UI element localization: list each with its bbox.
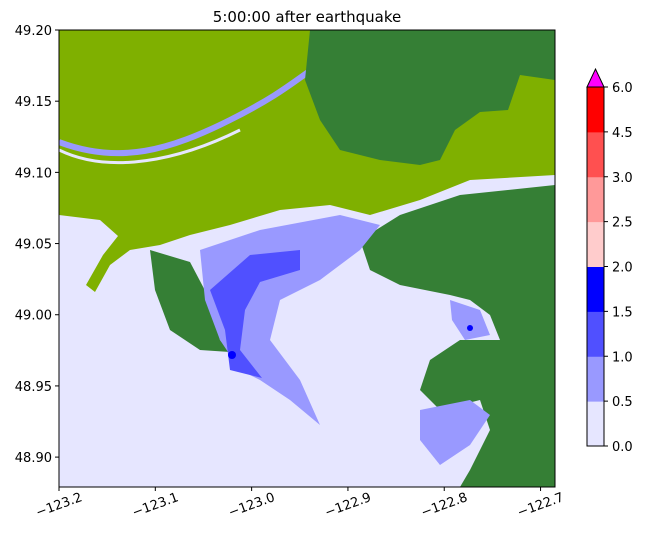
river-channel	[59, 128, 241, 165]
highland-peninsula	[150, 250, 230, 352]
y-tick-label: 49.15	[15, 95, 52, 110]
axes-frame	[58, 29, 556, 488]
colorbar-band	[587, 221, 604, 267]
colorbar-tick-label: 2.5	[612, 216, 633, 231]
colorbar-tick-label: 2.0	[612, 261, 633, 276]
depth-0.5-1.0-bay-east	[450, 300, 490, 340]
colorbar-band	[587, 87, 604, 133]
map-area	[59, 30, 555, 487]
highland-northeast	[305, 30, 555, 165]
peak-depth-spot-east	[467, 325, 473, 331]
y-tick-label: 49.20	[15, 24, 52, 39]
colorbar-band	[587, 356, 604, 402]
colorbar-tick-label: 1.0	[612, 350, 633, 365]
colorbar-tick-label: 0.5	[612, 395, 633, 410]
fraser-river	[59, 55, 332, 157]
colorbar: 0.0 0.5 1.0 1.5 2.0 2.5 3.0 4.5 6.0	[586, 67, 633, 455]
x-tick-label: −122.7	[516, 490, 566, 521]
colorbar-band	[587, 401, 604, 447]
y-tick-label: 48.95	[15, 380, 52, 395]
x-tick-label: −123.0	[227, 490, 277, 521]
peak-depth-spot	[228, 351, 236, 359]
x-tick-label: −123.1	[130, 490, 180, 521]
colorbar-band	[587, 311, 604, 357]
colorbar-band	[587, 176, 604, 223]
depth-0.5-1.0-bay	[420, 400, 490, 465]
x-tick-label: −122.9	[323, 490, 373, 521]
colorbar-band	[587, 266, 604, 312]
highland-east	[360, 185, 555, 487]
y-tick-label: 49.05	[15, 238, 52, 253]
y-tick-label: 48.90	[15, 451, 52, 466]
colorbar-tick-label: 4.5	[612, 126, 633, 141]
colorbar-extend-arrow	[586, 67, 605, 88]
colorbar-tick-label: 6.0	[612, 81, 633, 96]
chart-title: 5:00:00 after earthquake	[213, 8, 401, 26]
y-axis: 49.20 49.15 49.10 49.05 49.00 48.95 48.90	[15, 24, 59, 466]
colorbar-tick-label: 3.0	[612, 171, 633, 186]
y-tick-label: 49.10	[15, 166, 52, 181]
depth-1.0-1.5-region	[210, 250, 300, 378]
colorbar-tick-label: 1.5	[612, 305, 633, 320]
x-tick-label: −123.2	[34, 490, 84, 521]
x-axis: −123.2 −123.1 −123.0 −122.9 −122.8 −122.7	[34, 487, 566, 521]
x-tick-label: −122.8	[419, 490, 469, 521]
colorbar-band	[587, 131, 604, 178]
y-tick-label: 49.00	[15, 309, 52, 324]
colorbar-tick-label: 0.0	[612, 440, 633, 455]
